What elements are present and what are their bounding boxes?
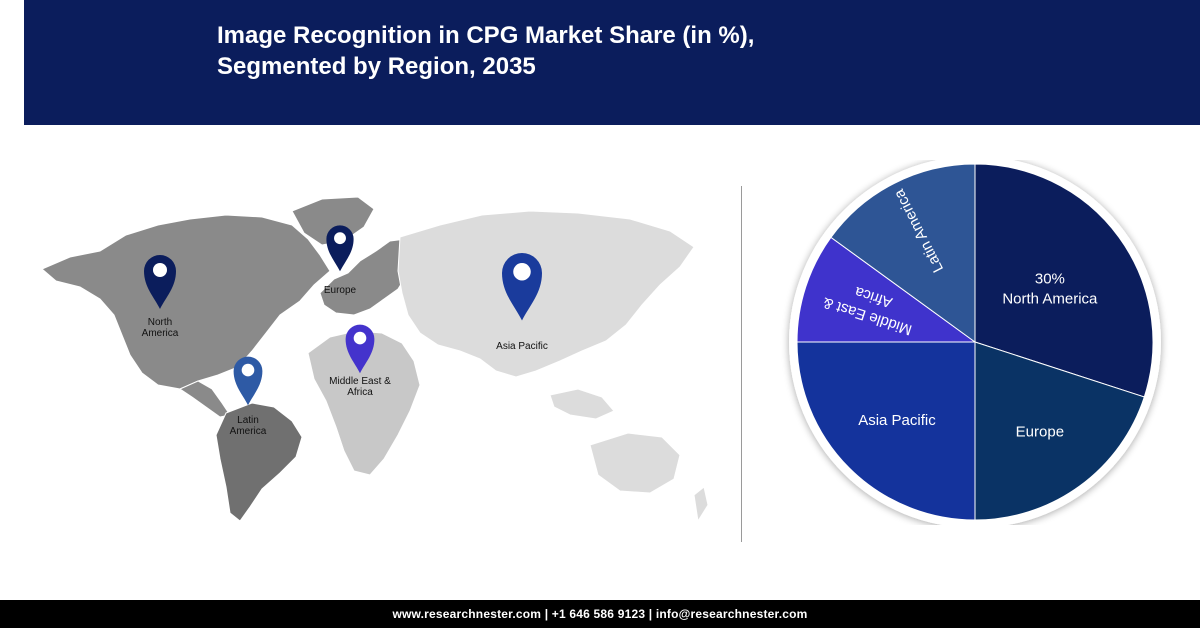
pie-slice-latin-america (830, 163, 976, 343)
pie-slice-north-america (974, 163, 1154, 398)
map-pin-north-america (144, 255, 176, 309)
land-asia (397, 210, 695, 378)
land-latin-america (215, 402, 303, 522)
pie-label: 30% North America (1002, 271, 1098, 308)
land-greenland (291, 196, 375, 246)
map-label-line: Latin (237, 415, 259, 426)
land-oceania (589, 432, 681, 494)
land-se-asia (549, 388, 615, 420)
map-pin-icon (502, 253, 542, 321)
land-new-zealand (693, 486, 709, 523)
title-banner: Image Recognition in CPG Market Share (i… (24, 0, 1200, 125)
pie-chart: 30% North America Europe Asia Pacific Middle… (780, 156, 1172, 528)
map-pin-icon (326, 225, 354, 272)
pie-label: Asia Pacific (858, 412, 936, 429)
page-title: Image Recognition in CPG Market Share (i… (217, 20, 754, 82)
pie-label-line: Asia Pacific (858, 412, 936, 429)
map-pin-asia-pacific (502, 253, 542, 321)
pie-label-line: North America (1002, 291, 1098, 308)
pie-label: Europe (1016, 423, 1064, 440)
land-africa (307, 330, 421, 476)
map-pin-europe (326, 225, 354, 272)
map-pin-dot (153, 263, 167, 277)
map-label-line: America (142, 328, 179, 339)
footer-contact-text: www.researchnester.com | +1 646 586 9123… (392, 607, 808, 621)
map-pin-icon (233, 356, 263, 406)
map-pin-dot (334, 232, 346, 245)
map-land (41, 196, 709, 523)
map-label-north-america: North America (142, 317, 179, 339)
map-pin-dot (513, 263, 531, 281)
land-north-america (41, 214, 331, 390)
map-label-line: Europe (324, 285, 357, 296)
title-line-2: Segmented by Region, 2035 (217, 53, 536, 80)
map-label-latin-america: Latin America (230, 415, 267, 437)
world-map: North America Europe Asia Pacific Middle Eas… (30, 175, 710, 535)
footer-bar: www.researchnester.com | +1 646 586 9123… (0, 600, 1200, 628)
pie-slice-europe (974, 341, 1145, 521)
map-pin-middle-east-africa (345, 324, 375, 374)
map-pin-icon (345, 324, 375, 374)
map-label-asia-pacific: Asia Pacific (496, 341, 548, 352)
section-divider (741, 186, 742, 542)
map-label-line: Middle East & (329, 376, 391, 387)
map-label-europe: Europe (324, 285, 357, 296)
map-pin-icon (144, 255, 176, 309)
map-label-middle-east-africa: Middle East & Africa (329, 376, 391, 398)
map-label-line: Asia Pacific (496, 341, 548, 352)
title-line-1: Image Recognition in CPG Market Share (i… (217, 22, 755, 49)
pie-slice-middle-east-africa (796, 236, 977, 343)
map-pin-dot (241, 363, 255, 377)
map-pin-latin-america (233, 356, 263, 406)
pie-slice-asia-pacific (796, 341, 976, 521)
map-pin-dot (353, 331, 367, 345)
land-central-america (178, 380, 231, 418)
pie-slices (796, 163, 1154, 521)
map-label-line: North (148, 317, 172, 328)
map-label-line: Africa (347, 387, 373, 398)
pie-label-line: 30% (1035, 271, 1065, 288)
map-label-line: America (230, 426, 267, 437)
pie-label-line: Europe (1016, 423, 1064, 440)
